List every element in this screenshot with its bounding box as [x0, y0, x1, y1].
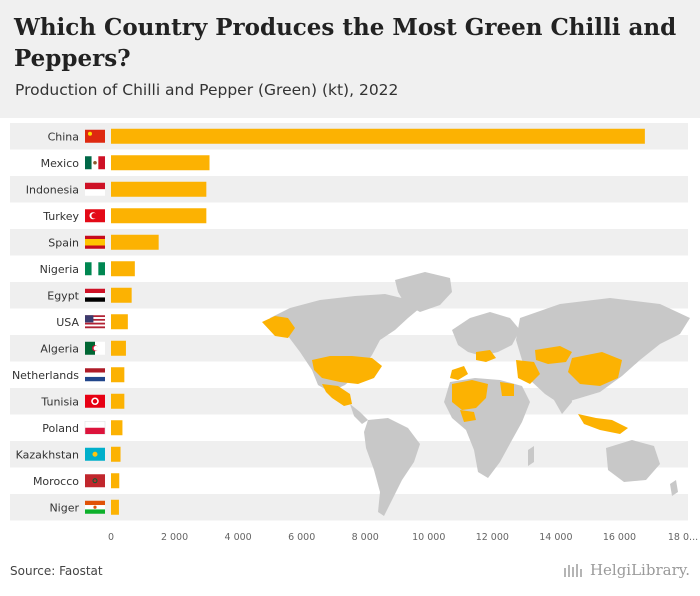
flag-usa-icon [85, 315, 105, 329]
map-spain-highlight [450, 366, 468, 380]
map-middle-east-highlight [516, 360, 540, 384]
world-map [262, 272, 690, 516]
x-tick-label: 16 000 [603, 532, 636, 543]
category-label: China [48, 130, 79, 143]
category-label: Kazakhstan [16, 448, 79, 461]
map-europe [452, 312, 520, 356]
bar-egypt [111, 287, 132, 303]
bar-indonesia [111, 181, 207, 197]
x-tick-label: 10 000 [412, 532, 445, 543]
category-label: Turkey [42, 210, 79, 223]
row-stripe [10, 441, 688, 468]
flag-spain-icon [85, 235, 105, 249]
map-egypt-highlight [500, 382, 514, 396]
map-usa-highlight [312, 356, 382, 384]
map-india [552, 384, 572, 414]
x-tick-label: 8 000 [352, 532, 379, 543]
map-mexico-highlight [322, 384, 352, 406]
map-greenland [395, 272, 452, 312]
bar-nigeria [111, 261, 135, 277]
chart-title: Which Country Produces the Most Green Ch… [14, 14, 677, 72]
flag-algeria-icon [85, 341, 105, 355]
category-label: Niger [49, 501, 79, 514]
map-west-africa-highlight [460, 410, 476, 422]
bar-mexico [111, 155, 210, 171]
x-tick-label: 0 [108, 532, 114, 543]
row-stripe [10, 494, 688, 521]
category-label: Tunisia [40, 395, 79, 408]
map-new-zealand [670, 480, 678, 496]
map-indonesia-highlight [578, 414, 628, 434]
bar-morocco [111, 473, 120, 489]
x-tick-label: 2 000 [161, 532, 188, 543]
category-label: Nigeria [40, 263, 79, 276]
bar-poland [111, 420, 123, 436]
flag-kazakhstan-icon [85, 447, 105, 461]
flag-poland-icon [84, 421, 106, 435]
category-label: Netherlands [12, 369, 79, 382]
flag-morocco-icon [85, 474, 105, 488]
bar-kazakhstan [111, 446, 121, 462]
flag-indonesia-icon [85, 182, 105, 196]
map-madagascar [528, 446, 534, 466]
map-asia [516, 298, 690, 404]
x-tick-label: 14 000 [539, 532, 572, 543]
flags-group [84, 129, 106, 514]
chart-subtitle: Production of Chilli and Pepper (Green) … [15, 81, 399, 99]
bars-group [111, 128, 645, 515]
category-label: Spain [48, 236, 79, 249]
x-tick-label: 6 000 [288, 532, 315, 543]
map-kazakhstan-highlight [535, 346, 572, 364]
bar-netherlands [111, 367, 125, 383]
category-label: Indonesia [26, 183, 79, 196]
map-europe-highlight [476, 350, 496, 362]
flag-nigeria-icon [85, 262, 105, 276]
library-icon [563, 564, 582, 577]
flag-china-icon [85, 129, 105, 143]
bar-algeria [111, 340, 126, 356]
bar-niger [111, 499, 119, 515]
category-label: Egypt [47, 289, 79, 302]
flag-netherlands-icon [85, 368, 105, 382]
flag-egypt-icon [85, 288, 105, 302]
x-tick-label: 4 000 [225, 532, 252, 543]
map-south-america [364, 418, 420, 516]
bar-spain [111, 234, 159, 250]
flag-tunisia-icon [85, 394, 105, 408]
bar-china [111, 128, 645, 144]
bar-usa [111, 314, 128, 330]
x-tick-label: 18 0... [668, 532, 698, 543]
map-alaska-highlight [262, 316, 295, 338]
country-labels: China Mexico Indonesia Turkey Spain Nigeria Eg… [12, 130, 80, 514]
map-china-highlight [568, 352, 622, 386]
map-australia [606, 440, 660, 482]
category-label: Morocco [33, 475, 79, 488]
flag-niger-icon [85, 500, 105, 514]
category-label: Mexico [41, 157, 80, 170]
category-label: Poland [42, 422, 79, 435]
flag-mexico-icon [85, 156, 105, 170]
x-tick-label: 12 000 [476, 532, 509, 543]
map-north-africa-highlight [452, 380, 488, 410]
flag-turkey-icon [85, 209, 105, 223]
bar-turkey [111, 208, 207, 224]
x-axis-ticks: 0 2 000 4 000 6 000 8 000 10 000 12 000 14 000 1… [108, 532, 698, 543]
map-central-america [350, 404, 368, 424]
source-note: Source: Faostat [10, 564, 103, 578]
map-north-america [270, 294, 420, 392]
brand-name: HelgiLibrary. [589, 561, 690, 579]
bar-tunisia [111, 393, 125, 409]
category-label: Algeria [40, 342, 79, 355]
brand-logo[interactable]: HelgiLibrary. [563, 561, 690, 579]
chart-header: Which Country Produces the Most Green Ch… [0, 0, 700, 118]
category-label: USA [56, 316, 79, 329]
